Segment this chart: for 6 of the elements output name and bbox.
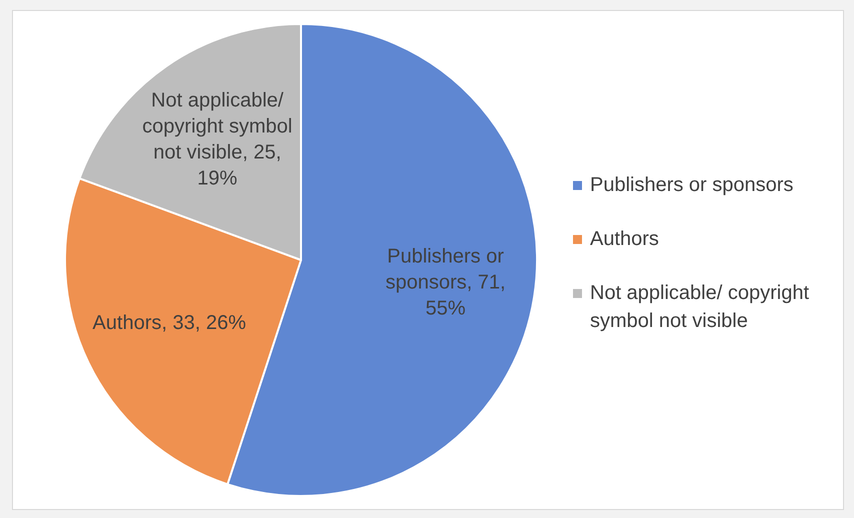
legend-label: Not applicable/ copyright symbol not visible (590, 281, 810, 334)
legend-label: Authors (590, 227, 659, 252)
data-label: Not applicable/ copyright symbol not visible, 25, 19% (142, 89, 292, 190)
data-label: Publishers or sponsors, 71, 55% (385, 246, 506, 320)
data-label: Authors, 33, 26% (92, 312, 246, 334)
legend-label: Publishers or sponsors (590, 173, 794, 198)
